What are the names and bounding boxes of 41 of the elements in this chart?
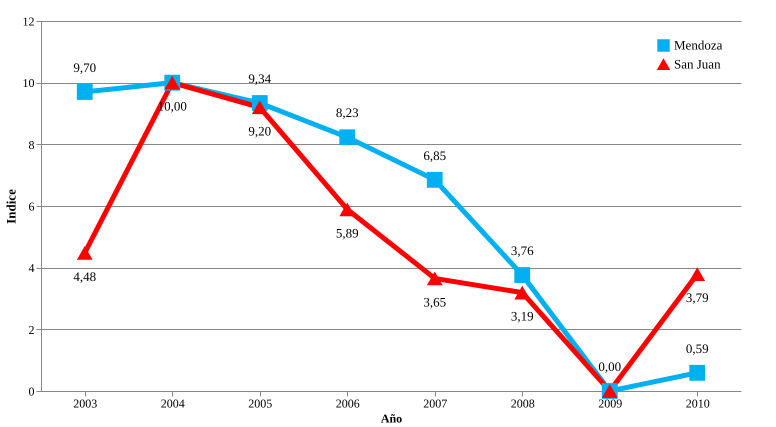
x-tick-label: 2005 xyxy=(248,396,272,410)
point xyxy=(76,246,93,260)
data-label: 3,79 xyxy=(686,290,709,306)
x-tick-label: 2003 xyxy=(73,396,98,410)
y-tick-label: 8 xyxy=(28,138,34,152)
x-tick-label: 2004 xyxy=(160,396,185,410)
y-tick-label: 12 xyxy=(22,14,34,28)
legend-label: San Juan xyxy=(674,56,722,72)
data-label: 6,85 xyxy=(423,148,446,163)
y-tick-label: 0 xyxy=(28,384,34,398)
legend-label: Mendoza xyxy=(674,38,723,52)
y-tick-label: 4 xyxy=(28,261,34,276)
data-label: 3,65 xyxy=(423,294,446,310)
x-tick-label: 2009 xyxy=(598,396,622,410)
y-axis-title: Indice xyxy=(4,188,18,224)
data-label: 9,34 xyxy=(248,71,272,86)
y-tick-label: 2 xyxy=(28,322,34,337)
point xyxy=(689,267,706,281)
point xyxy=(426,172,443,188)
data-label: 0,00 xyxy=(598,359,622,374)
x-tick-label: 2007 xyxy=(423,396,448,410)
data-label: 5,89 xyxy=(336,225,359,240)
x-tick-label: 2008 xyxy=(510,396,535,410)
y-tick-label: 6 xyxy=(28,200,34,214)
data-label: 8,23 xyxy=(336,105,359,120)
data-label: 3,76 xyxy=(510,243,534,258)
data-label: 4,48 xyxy=(73,268,96,284)
data-label: 9,70 xyxy=(73,60,96,75)
point xyxy=(514,267,530,283)
point xyxy=(339,129,356,146)
point xyxy=(252,100,268,114)
data-label: 0,59 xyxy=(686,340,709,356)
y-tick-label: 10 xyxy=(22,76,34,90)
point xyxy=(76,84,93,100)
point xyxy=(689,364,706,381)
data-label: 9,20 xyxy=(248,123,272,138)
x-axis-title: Año xyxy=(380,412,402,426)
x-tick-label: 2006 xyxy=(336,396,360,410)
data-label: 3,19 xyxy=(510,308,534,324)
point xyxy=(426,272,443,286)
x-tick-label: 2010 xyxy=(686,396,710,410)
